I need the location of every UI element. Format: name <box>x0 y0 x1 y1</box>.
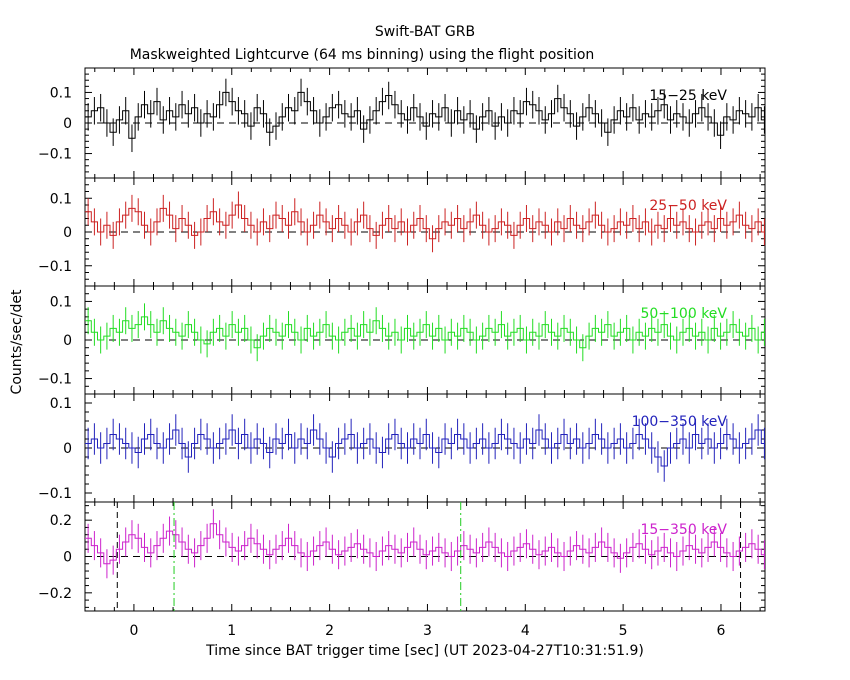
panel-50-100-kev: 0.1 0 −0.1 50−100 keV <box>38 285 766 395</box>
y-tick-label: 0.1 <box>50 191 72 207</box>
band-label: 15−25 keV <box>649 88 727 104</box>
x-tick-label: 6 <box>717 623 726 639</box>
x-tick-label: 5 <box>619 623 628 639</box>
y-tick-label: −0.1 <box>38 147 72 163</box>
y-tick-label: 0 <box>63 333 72 349</box>
y-axis-label: Counts/sec/det <box>9 289 25 394</box>
panel-15-25-kev: 0.1 0 −0.1 15−25 keV <box>38 67 766 179</box>
x-tick-label: 4 <box>521 623 530 639</box>
band-label: 50−100 keV <box>640 306 727 322</box>
panel-15-350-kev: 0.2 0 −0.2 15−350 keV <box>38 501 766 612</box>
x-axis-label: Time since BAT trigger time [sec] (UT 20… <box>205 643 644 659</box>
panel-100-350-kev: 0.1 0 −0.1 100−350 keV <box>38 393 766 503</box>
x-tick-label: 3 <box>423 623 432 639</box>
band-label: 100−350 keV <box>632 414 728 430</box>
y-tick-label: 0.2 <box>50 513 72 529</box>
y-tick-label: 0.1 <box>50 396 72 412</box>
chart-subtitle: Maskweighted Lightcurve (64 ms binning) … <box>130 47 595 63</box>
y-tick-label: 0 <box>63 116 72 132</box>
band-label: 15−350 keV <box>640 522 727 538</box>
x-tick-label: 0 <box>129 623 138 639</box>
x-tick-labels: 0 1 2 3 4 5 6 <box>129 623 725 639</box>
panels-group: 0.1 0 −0.1 15−25 keV 0.1 0 −0.1 25−50 keV 0.1 0 −0… <box>38 67 766 612</box>
y-tick-label: −0.1 <box>38 259 72 275</box>
y-tick-label: 0 <box>63 550 72 566</box>
x-tick-label: 1 <box>227 623 236 639</box>
band-label: 25−50 keV <box>649 198 727 214</box>
y-tick-label: −0.1 <box>38 372 72 388</box>
markers-group <box>116 502 742 611</box>
y-tick-label: 0 <box>63 225 72 241</box>
x-tick-label: 2 <box>325 623 334 639</box>
y-tick-label: −0.1 <box>38 486 72 502</box>
y-tick-label: 0.1 <box>50 294 72 310</box>
chart-title: Swift-BAT GRB <box>375 24 475 40</box>
y-tick-label: 0 <box>63 441 72 457</box>
y-tick-label: −0.2 <box>38 586 72 602</box>
y-tick-label: 0.1 <box>50 85 72 101</box>
